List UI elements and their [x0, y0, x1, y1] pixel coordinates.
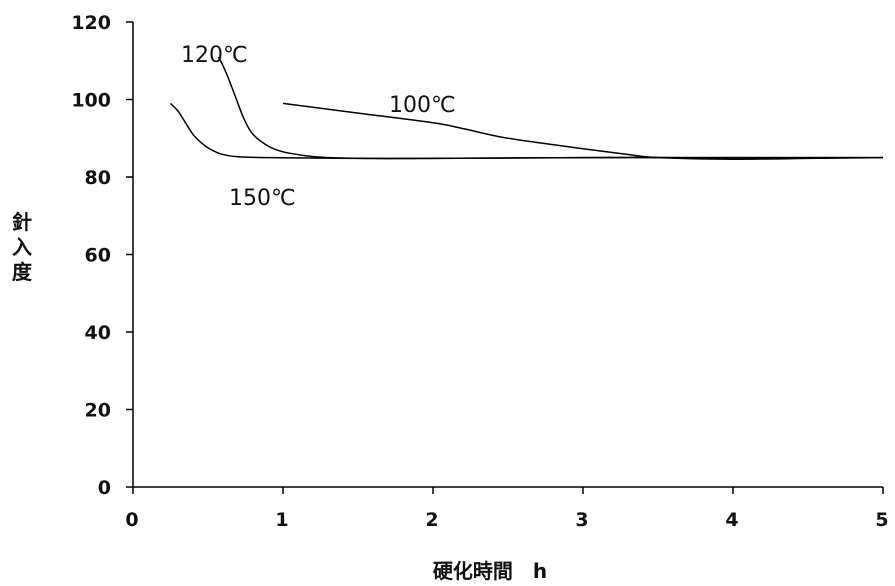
y-tick-label: 40	[85, 322, 111, 344]
series-layer	[169, 56, 884, 160]
series-line	[169, 102, 883, 160]
x-tick-label: 0	[125, 509, 138, 531]
y-axis-ticks: 0 20 40 60 80 100 120	[71, 12, 133, 499]
series-label: 150℃	[229, 186, 296, 211]
annotation-layer: 120℃ 100℃ 150℃	[181, 43, 456, 211]
axes	[132, 22, 883, 488]
y-tick-label: 60	[85, 245, 111, 267]
x-tick-label: 5	[875, 509, 888, 531]
y-tick-label: 100	[71, 90, 111, 112]
x-tick-label: 4	[725, 509, 738, 531]
x-tick-label: 1	[275, 509, 288, 531]
x-axis-title: 硬化時間 h	[433, 559, 547, 583]
y-axis-title-char-1: 針	[12, 210, 32, 234]
y-axis-title: 針 入 度	[12, 210, 33, 284]
x-tick-label: 3	[575, 509, 588, 531]
y-axis-title-char-2: 入	[12, 235, 32, 259]
y-tick-label: 120	[71, 12, 111, 34]
x-axis-ticks: 0 1 2 3 4 5	[125, 487, 889, 531]
y-tick-label: 20	[85, 400, 111, 422]
series-label: 100℃	[389, 93, 456, 118]
series-line	[282, 102, 884, 160]
series-label: 120℃	[181, 43, 248, 68]
x-tick-label: 2	[425, 509, 438, 531]
y-axis-title-char-3: 度	[12, 260, 33, 284]
y-tick-label: 0	[98, 477, 111, 499]
y-tick-label: 80	[85, 167, 111, 189]
